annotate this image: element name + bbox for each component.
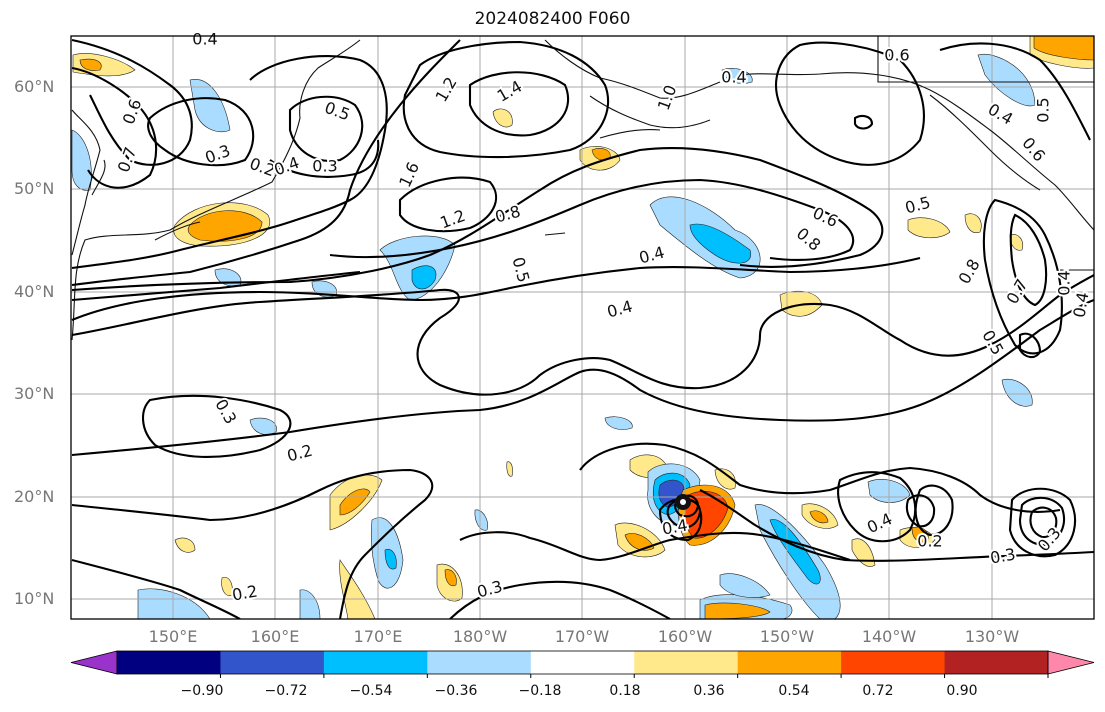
colorbar-swatch [117, 651, 221, 674]
colorbar-tick-label: −0.90 [180, 683, 224, 699]
colorbar-swatch [220, 651, 325, 674]
colorbar-tick-label: 0.36 [693, 683, 725, 699]
colorbar-tick-label: −0.72 [264, 683, 308, 699]
colorbar-swatch [634, 651, 739, 674]
colorbar-swatch [944, 651, 1049, 674]
colorbar [70, 650, 1095, 678]
colorbar-swatch [737, 651, 842, 674]
contour-label: 0.3 [989, 544, 1017, 567]
map-frame [70, 35, 1095, 620]
colorbar-swatch [323, 651, 428, 674]
colorbar-tick-label: 0.18 [609, 683, 641, 699]
lon-label-180w: 180°W [452, 627, 508, 646]
lat-label-10n: 10°N [14, 589, 55, 608]
contour-label: 0.4 [721, 68, 746, 87]
lon-label-150w: 150°W [759, 627, 815, 646]
lon-label-150e: 150°E [148, 627, 198, 646]
lat-label-30n: 30°N [14, 384, 55, 403]
colorbar-swatch [427, 651, 532, 674]
storm-center-marker [675, 494, 691, 510]
contour-lines [71, 38, 1094, 619]
colorbar-swatch [530, 651, 635, 674]
lon-label-160e: 160°E [250, 627, 300, 646]
lon-label-140w: 140°W [861, 627, 917, 646]
lat-label-20n: 20°N [14, 487, 55, 506]
contour-label: 0.6 [884, 46, 909, 65]
colorbar-frame [116, 650, 1049, 675]
map-title: 2024082400 F060 [474, 9, 631, 29]
lat-label-60n: 60°N [14, 77, 55, 96]
contour-label: 0.3 [312, 157, 337, 176]
shaded-anomaly-fields [71, 36, 1094, 619]
lon-label-160w: 160°W [657, 627, 713, 646]
lon-label-170w: 170°W [554, 627, 610, 646]
colorbar-tick-label: 0.54 [778, 683, 810, 699]
lon-label-130w: 130°W [964, 627, 1020, 646]
colorbar-tick-label: −0.36 [434, 683, 478, 699]
lon-label-170e: 170°E [353, 627, 403, 646]
contour-label: 0.5 [1034, 97, 1053, 122]
lat-label-40n: 40°N [14, 282, 55, 301]
colorbar-extend-low [70, 650, 118, 675]
colorbar-swatch [841, 651, 946, 674]
colorbar-tick-label: 0.72 [862, 683, 894, 699]
contour-label: 0.2 [917, 532, 942, 551]
contour-label: 0.4 [1055, 270, 1074, 295]
contour-label: 0.4 [1069, 291, 1092, 319]
coastlines [71, 36, 1094, 341]
colorbar-tick-label: 0.90 [946, 683, 978, 699]
colorbar-extend-high [1047, 650, 1095, 675]
colorbar-tick-label: −0.18 [518, 683, 562, 699]
colorbar-tick-label: −0.54 [349, 683, 393, 699]
lat-label-50n: 50°N [14, 179, 55, 198]
contour-label: 0.4 [192, 30, 217, 49]
